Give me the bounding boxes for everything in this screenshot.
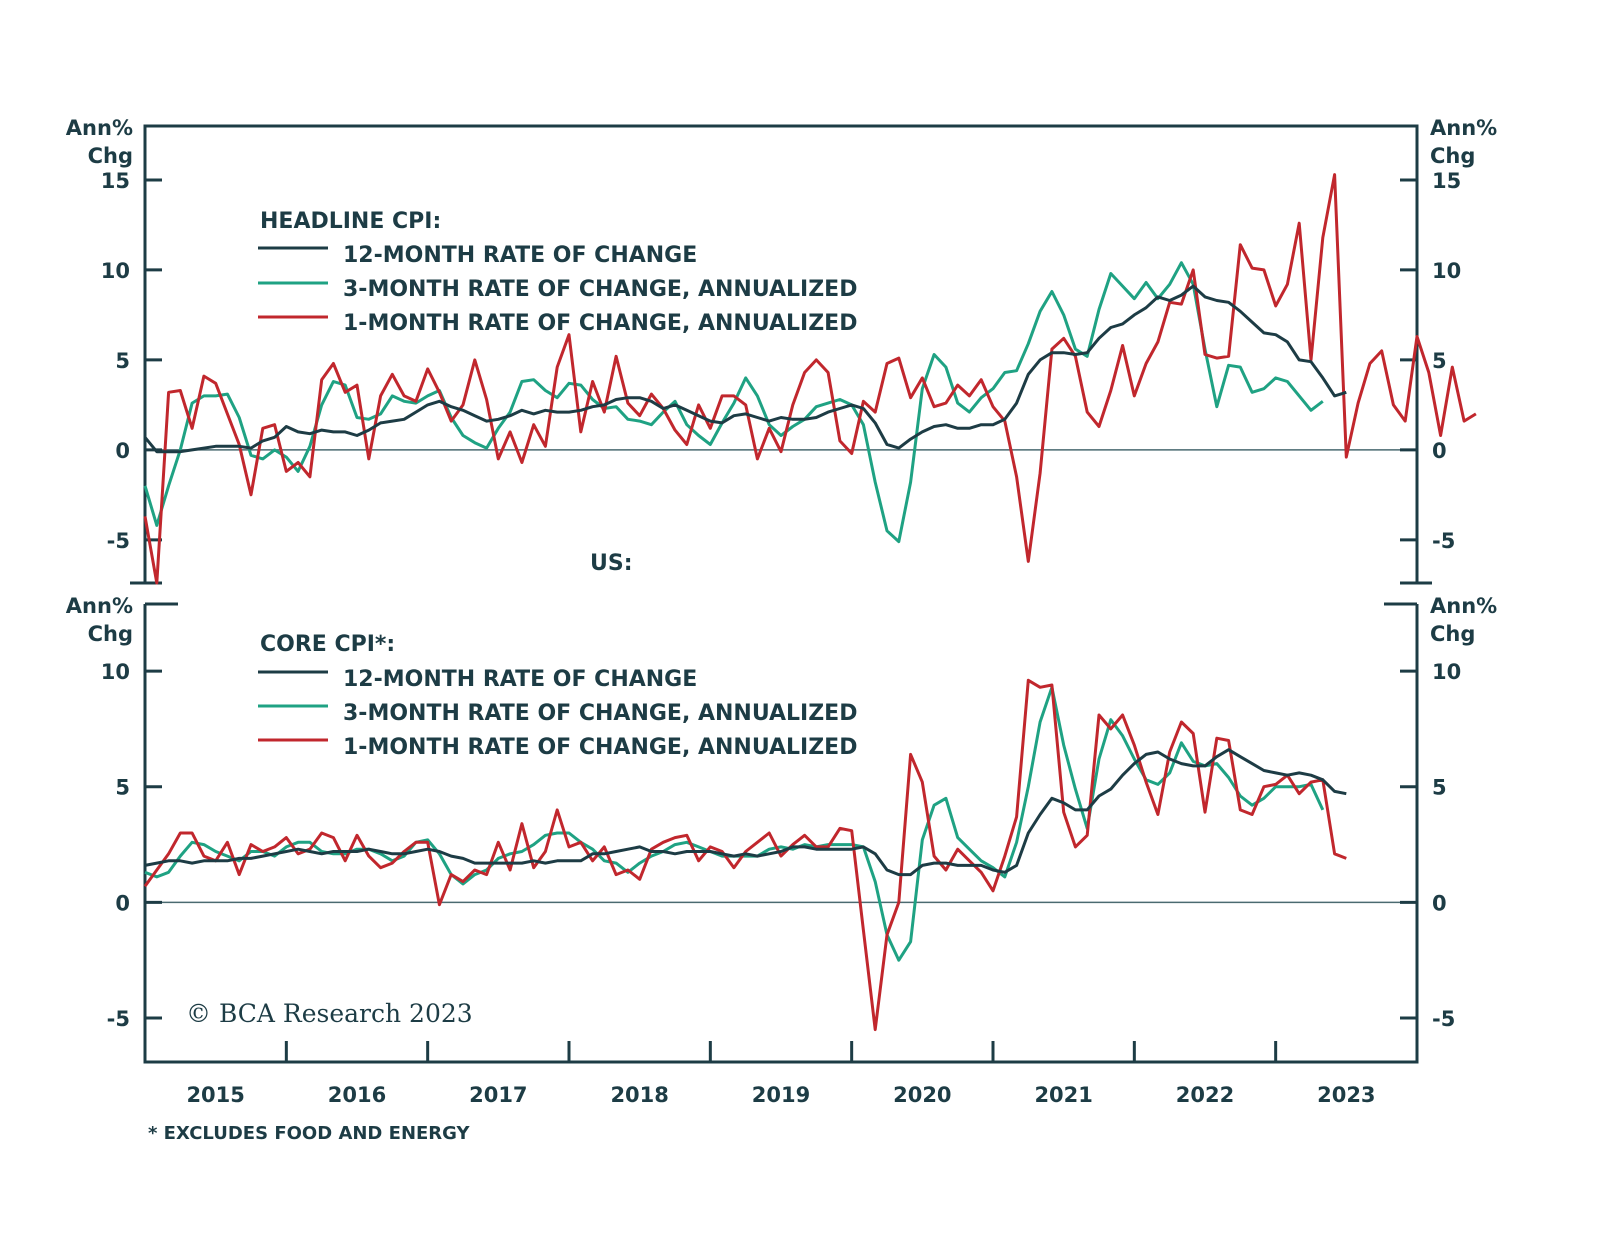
copyright-text: © BCA Research 2023 (186, 999, 473, 1028)
bottom-legend-label-3m: 3-MONTH RATE OF CHANGE, ANNUALIZED (343, 701, 857, 726)
bottom-left-ylabel-line2: Chg (88, 622, 133, 646)
top-legend-title: HEADLINE CPI: (260, 209, 441, 234)
top-right-ytick-label: 10 (1432, 259, 1461, 283)
top-right-ylabel-line2: Chg (1430, 144, 1475, 168)
xtick-label: 2020 (893, 1083, 951, 1107)
xtick-label: 2019 (752, 1083, 810, 1107)
bottom-legend-title: CORE CPI*: (260, 632, 395, 657)
top-left-ylabel-line1: Ann% (66, 116, 133, 140)
bottom-panel: -5 -5 0 0 5 5 10 10 Ann% Chg Ann% Chg CORE CPI*… (66, 594, 1497, 1064)
xtick-label: 2023 (1317, 1083, 1375, 1107)
top-series-1m-line (143, 173, 1477, 585)
top-right-ytick-label: 0 (1432, 439, 1447, 463)
top-left-ytick-label: 0 (115, 439, 130, 463)
bottom-legend: CORE CPI*: 12-MONTH RATE OF CHANGE 3-MON… (258, 632, 857, 760)
top-legend-label-12m: 12-MONTH RATE OF CHANGE (343, 243, 697, 268)
bottom-left-ylabel-line1: Ann% (66, 594, 133, 618)
bottom-series-12m-line (144, 748, 1347, 877)
top-series-12m-line (143, 284, 1347, 454)
footnote: * EXCLUDES FOOD AND ENERGY (148, 1123, 471, 1144)
bottom-legend-label-1m: 1-MONTH RATE OF CHANGE, ANNUALIZED (343, 735, 857, 760)
bottom-right-ytick-label: -5 (1432, 1007, 1455, 1031)
top-left-ytick-label: -5 (107, 529, 130, 553)
bottom-left-ytick-label: 5 (115, 776, 130, 800)
xtick-label: 2022 (1176, 1083, 1234, 1107)
xtick-label: 2016 (328, 1083, 386, 1107)
bottom-legend-label-12m: 12-MONTH RATE OF CHANGE (343, 667, 697, 692)
bottom-right-ytick-label: 10 (1432, 660, 1461, 684)
bottom-series-3m-line (144, 685, 1325, 962)
top-left-ytick-label: 5 (115, 349, 130, 373)
top-panel-frame (143, 124, 1419, 583)
bottom-right-ytick-label: 0 (1432, 891, 1447, 915)
region-label: US: (590, 551, 633, 576)
top-right-ylabel-line1: Ann% (1430, 116, 1497, 140)
xtick-label: 2015 (186, 1083, 244, 1107)
bottom-right-ylabel-line2: Chg (1430, 622, 1475, 646)
top-right-ytick-label: -5 (1432, 529, 1455, 553)
bottom-left-ytick-label: 0 (115, 891, 130, 915)
xtick-label: 2017 (469, 1083, 527, 1107)
bottom-right-ylabel-line1: Ann% (1430, 594, 1497, 618)
top-left-ytick-label: 15 (101, 169, 130, 193)
xtick-label: 2018 (610, 1083, 668, 1107)
top-panel: -5 -5 0 0 5 5 10 10 15 15 Ann% Chg Ann% Chg HEADL… (66, 116, 1497, 585)
bottom-series-1m-line (143, 678, 1347, 1032)
bottom-right-ytick-label: 5 (1432, 776, 1447, 800)
top-legend: HEADLINE CPI: 12-MONTH RATE OF CHANGE 3-… (258, 209, 857, 336)
bottom-left-ytick-label: -5 (107, 1007, 130, 1031)
top-right-ytick-label: 15 (1432, 169, 1461, 193)
bottom-panel-frame (143, 604, 1419, 1064)
top-series-3m-line (143, 261, 1324, 544)
top-left-ytick-label: 10 (101, 259, 130, 283)
top-legend-label-3m: 3-MONTH RATE OF CHANGE, ANNUALIZED (343, 277, 857, 302)
top-left-ylabel-line2: Chg (88, 144, 133, 168)
bottom-left-ytick-label: 10 (101, 660, 130, 684)
top-legend-label-1m: 1-MONTH RATE OF CHANGE, ANNUALIZED (343, 311, 857, 336)
top-right-ytick-label: 5 (1432, 349, 1447, 373)
xtick-label: 2021 (1034, 1083, 1092, 1107)
